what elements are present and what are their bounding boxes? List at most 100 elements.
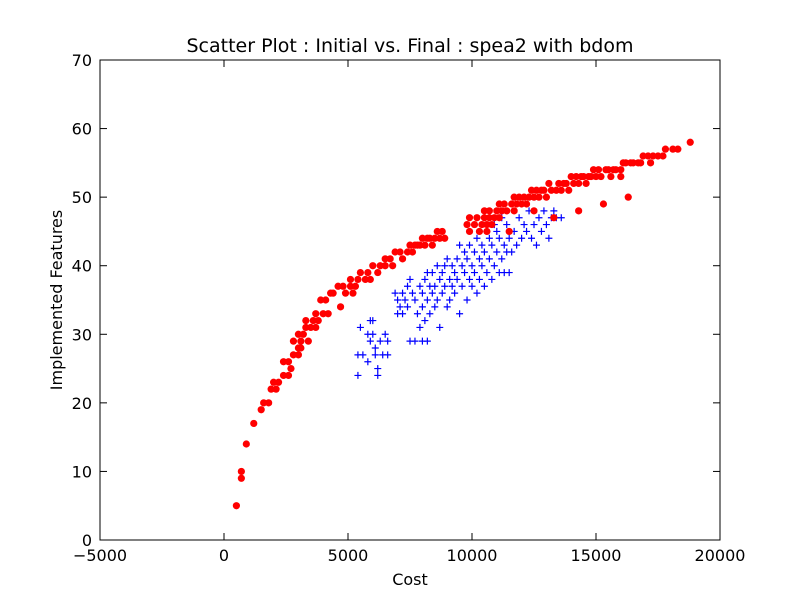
scatter-point-final: [431, 234, 439, 242]
scatter-point-initial: [473, 234, 481, 242]
scatter-point-final: [250, 419, 258, 428]
scatter-point-final: [557, 186, 565, 194]
scatter-point-final: [396, 248, 404, 256]
scatter-point-final: [646, 159, 655, 167]
scatter-point-initial: [366, 337, 374, 345]
scatter-point-final: [381, 255, 389, 263]
scatter-point-final: [540, 186, 548, 194]
scatter-point-initial: [421, 317, 429, 325]
plot-frame: [99, 59, 721, 541]
scatter-point-final: [433, 227, 441, 236]
scatter-point-initial: [404, 303, 412, 311]
scatter-point-final: [659, 152, 667, 160]
scatter-point-initial: [490, 262, 498, 270]
scatter-point-final: [369, 262, 377, 270]
scatter-point-final: [274, 378, 283, 386]
scatter-point-initial: [545, 234, 553, 242]
scatter-point-final: [475, 227, 484, 236]
scatter-point-final: [322, 296, 330, 304]
scatter-point-final: [604, 166, 613, 174]
scatter-point-final: [381, 262, 389, 270]
scatter-point-final: [265, 399, 273, 407]
scatter-point-final: [299, 330, 307, 338]
scatter-point-initial: [518, 234, 526, 242]
scatter-point-initial: [448, 282, 456, 290]
scatter-point-final: [669, 145, 677, 153]
scatter-point-initial: [443, 255, 451, 263]
scatter-point-final: [336, 303, 345, 311]
scatter-point-initial: [458, 262, 466, 270]
scatter-point-final: [480, 207, 488, 215]
scatter-point-final: [495, 200, 503, 208]
scatter-point-final: [302, 323, 310, 332]
scatter-point-initial: [369, 317, 377, 325]
scatter-point-final: [314, 316, 322, 325]
scatter-point-initial: [416, 323, 424, 331]
scatter-point-final: [575, 207, 583, 215]
scatter-point-initial: [354, 371, 362, 379]
scatter-point-initial: [488, 241, 496, 249]
scatter-point-initial: [426, 310, 434, 318]
data-points: [232, 138, 694, 510]
scatter-point-initial: [356, 323, 364, 331]
scatter-point-final: [555, 179, 563, 188]
scatter-point-final: [686, 138, 694, 146]
scatter-point-initial: [515, 214, 523, 222]
scatter-point-final: [654, 152, 662, 160]
scatter-point-initial: [470, 269, 478, 277]
scatter-point-final: [530, 207, 538, 215]
scatter-point-final: [575, 179, 583, 188]
scatter-point-initial: [488, 275, 496, 283]
scatter-point-final: [287, 364, 295, 373]
x-tick-label: 5000: [328, 546, 369, 565]
scatter-point-final: [547, 186, 555, 194]
scatter-point-final: [535, 193, 543, 201]
scatter-point-initial: [399, 310, 407, 318]
scatter-point-final: [307, 323, 315, 332]
scatter-point-final: [483, 220, 491, 229]
scatter-point-final: [356, 268, 364, 277]
scatter-point-initial: [505, 269, 513, 277]
y-tick-label: 70: [72, 51, 92, 70]
scatter-point-final: [270, 378, 278, 386]
scatter-point-final: [426, 234, 434, 242]
scatter-point-final: [237, 474, 245, 482]
scatter-point-initial: [413, 310, 421, 318]
scatter-point-final: [589, 166, 598, 174]
scatter-point-initial: [503, 221, 511, 229]
scatter-point-initial: [428, 269, 436, 277]
scatter-point-final: [354, 275, 362, 284]
scatter-point-final: [304, 337, 312, 345]
scatter-point-final: [465, 227, 474, 236]
scatter-point-initial: [493, 227, 501, 235]
scatter-point-initial: [473, 289, 481, 297]
scatter-point-final: [302, 316, 310, 325]
scatter-point-final: [364, 268, 372, 277]
scatter-point-initial: [495, 234, 503, 242]
scatter-point-final: [279, 358, 288, 366]
scatter-point-initial: [500, 241, 508, 249]
scatter-point-initial: [485, 234, 493, 242]
scatter-point-initial: [508, 248, 516, 256]
scatter-point-final: [418, 234, 426, 242]
scatter-point-final: [629, 159, 637, 167]
scatter-point-final: [495, 214, 503, 222]
scatter-point-final: [572, 172, 580, 181]
scatter-point-final: [488, 220, 496, 229]
scatter-point-final: [341, 289, 350, 297]
scatter-point-initial: [456, 310, 464, 318]
scatter-point-initial: [401, 296, 409, 304]
scatter-point-final: [513, 200, 521, 208]
scatter-point-initial: [456, 241, 464, 249]
x-axis-label: Cost: [392, 570, 428, 589]
scatter-point-final: [594, 166, 603, 174]
y-tick-label: 40: [72, 257, 92, 276]
scatter-point-final: [242, 440, 250, 448]
scatter-point-final: [319, 310, 327, 318]
scatter-point-initial: [404, 282, 412, 290]
scatter-point-initial: [505, 234, 513, 242]
scatter-point-final: [463, 220, 471, 229]
scatter-point-final: [436, 234, 444, 242]
scatter-point-final: [351, 282, 360, 290]
